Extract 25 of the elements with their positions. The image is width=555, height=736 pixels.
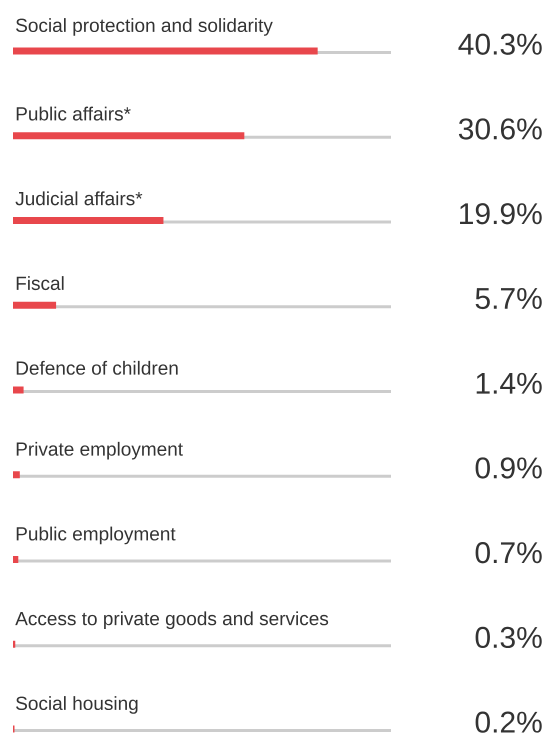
y-tick-label: Defence of children bbox=[16, 360, 178, 375]
data-label: 30.6% bbox=[458, 118, 542, 140]
bar bbox=[13, 471, 20, 478]
y-tick-label: Private employment bbox=[16, 442, 183, 460]
bar bbox=[13, 302, 56, 309]
y-tick-label: Access to private goods and services bbox=[15, 611, 328, 630]
data-label: 0.7% bbox=[476, 542, 542, 564]
data-label: 19.9% bbox=[460, 203, 542, 224]
y-tick-label: Public affairs* bbox=[16, 106, 131, 121]
data-label: 5.7% bbox=[476, 288, 542, 310]
data-label: 0.2% bbox=[476, 712, 542, 733]
bar bbox=[13, 132, 244, 140]
data-label: 0.9% bbox=[476, 457, 542, 479]
data-label: 40.3% bbox=[458, 34, 542, 55]
bar bbox=[13, 556, 18, 564]
bar bbox=[13, 386, 24, 394]
y-tick-label: Judicial affairs* bbox=[16, 191, 142, 206]
data-label: 1.4% bbox=[476, 372, 542, 394]
bar bbox=[13, 48, 318, 55]
data-label: 0.3% bbox=[476, 626, 542, 648]
y-tick-label: Social housing bbox=[16, 696, 138, 714]
y-tick-label: Public employment bbox=[16, 526, 176, 544]
y-tick-label: Social protection and solidarity bbox=[16, 18, 273, 36]
y-tick-label: Fiscal bbox=[16, 276, 64, 290]
bar bbox=[13, 217, 164, 224]
